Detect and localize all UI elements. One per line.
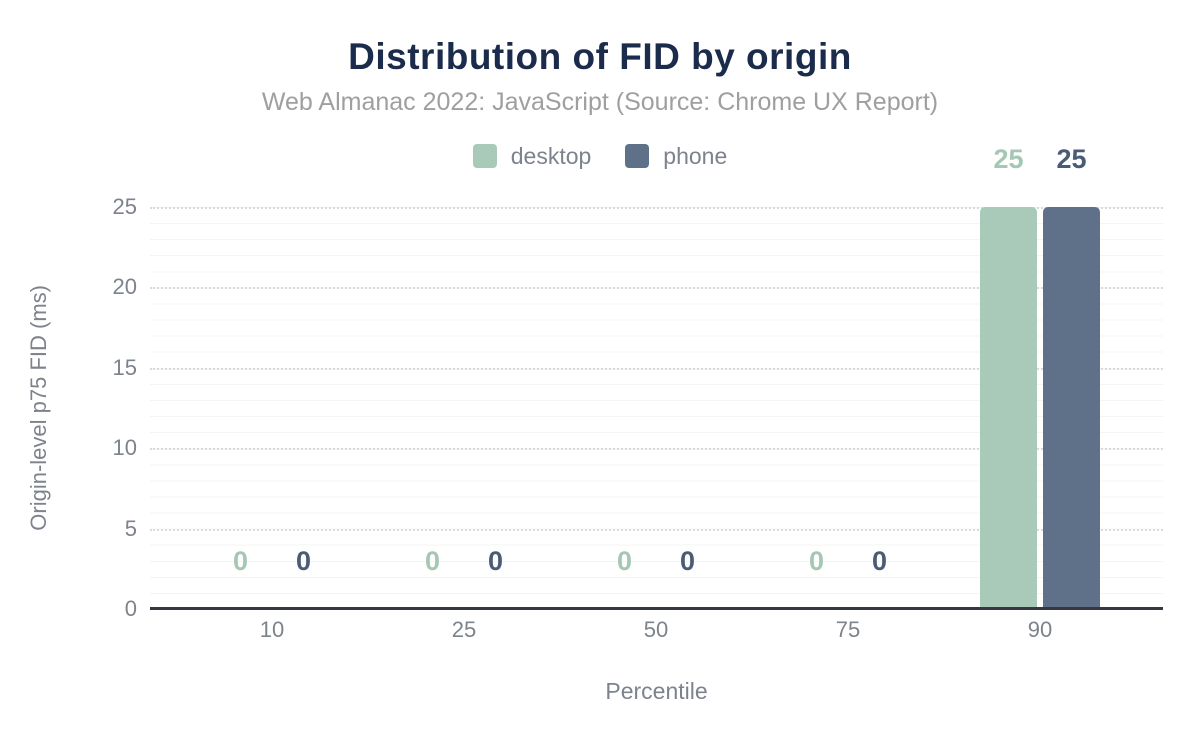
- value-label-phone-p25: 0: [487, 546, 504, 576]
- x-axis-title: Percentile: [605, 678, 708, 704]
- bar-group-p90: 25 25: [944, 146, 1136, 609]
- bar-desktop-p90[interactable]: [980, 207, 1037, 609]
- x-axis-line: [150, 607, 1163, 610]
- gridline-15: [150, 367, 1163, 370]
- y-tick-5: 5: [124, 515, 137, 541]
- legend-item-desktop: desktop: [472, 142, 592, 170]
- chart-subtitle: Web Almanac 2022: JavaScript (Source: Ch…: [261, 88, 939, 116]
- gridline-25: [150, 207, 1163, 209]
- gridline-10: [150, 448, 1163, 451]
- bar-phone-p90[interactable]: [1043, 207, 1100, 609]
- x-tick-90: 90: [1027, 617, 1053, 642]
- phone-swatch-icon: [625, 144, 650, 168]
- bar-group-p50: 0 0: [560, 207, 752, 609]
- y-axis: 25 20 15 10 5 0: [0, 194, 137, 621]
- value-label-desktop-p90: 25: [993, 144, 1024, 174]
- gridline-20: [150, 287, 1163, 290]
- bar-group-p75: 0 0: [752, 207, 944, 609]
- value-label-desktop-p75: 0: [808, 546, 825, 576]
- value-label-phone-p50: 0: [679, 546, 696, 576]
- y-tick-15: 15: [112, 354, 137, 380]
- x-tick-75: 75: [835, 617, 861, 642]
- bar-group-p25: 0 0: [368, 207, 560, 609]
- x-tick-50: 50: [643, 617, 669, 642]
- legend-label-desktop: desktop: [510, 142, 592, 169]
- y-tick-0: 0: [124, 596, 137, 621]
- x-tick-25: 25: [451, 617, 477, 642]
- value-label-desktop-p50: 0: [616, 546, 633, 576]
- y-tick-10: 10: [112, 435, 137, 461]
- value-label-phone-p75: 0: [871, 546, 888, 576]
- bar-groups: 0 0 0 0 0 0 0 0: [176, 146, 1136, 609]
- desktop-swatch-icon: [472, 144, 497, 168]
- legend: desktop phone: [0, 142, 1200, 170]
- x-tick-10: 10: [259, 617, 285, 642]
- plot-area: 0 0 0 0 0 0 0 0: [150, 146, 1163, 610]
- value-label-desktop-p10: 0: [232, 546, 249, 576]
- bar-group-p10: 0 0: [176, 207, 368, 609]
- value-label-phone-p10: 0: [295, 546, 312, 576]
- legend-item-phone: phone: [625, 143, 727, 170]
- value-label-desktop-p25: 0: [424, 546, 441, 576]
- legend-label-phone: phone: [663, 142, 728, 169]
- x-axis: 10 25 50 75 90: [176, 617, 1136, 643]
- y-tick-25: 25: [112, 194, 137, 219]
- gridline-5: [150, 528, 1163, 531]
- y-tick-20: 20: [112, 274, 137, 300]
- value-label-phone-p90: 25: [1056, 144, 1087, 174]
- chart-title: Distribution of FID by origin: [348, 36, 852, 77]
